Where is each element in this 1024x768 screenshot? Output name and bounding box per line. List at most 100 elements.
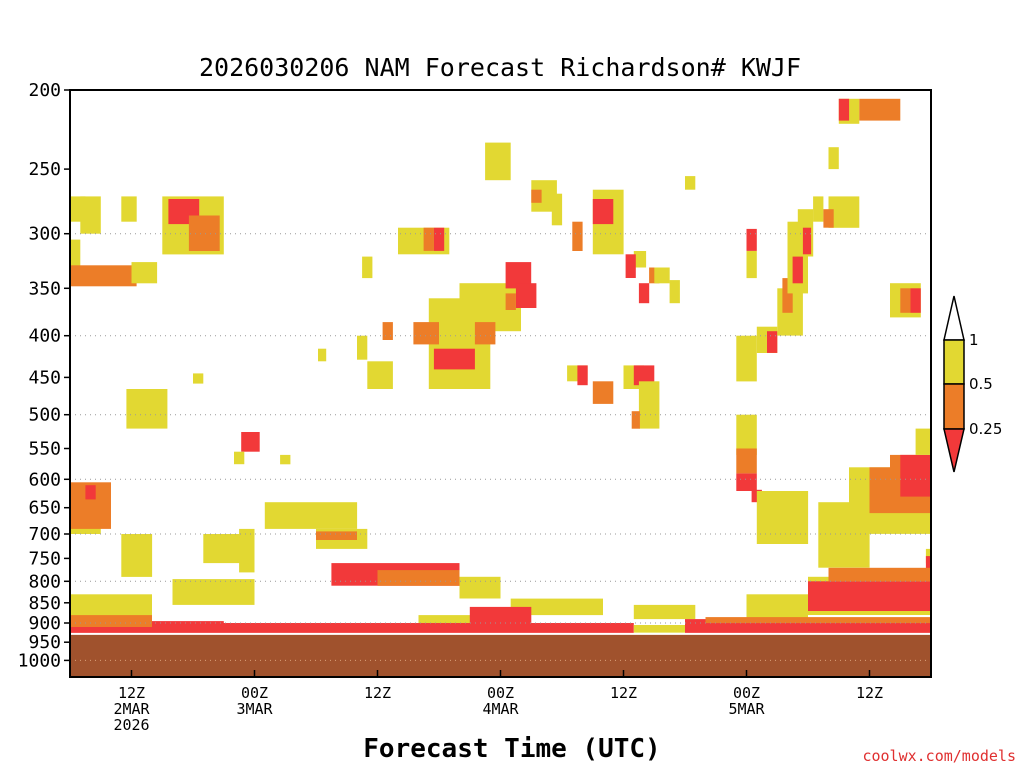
ri-region-high-48 xyxy=(633,251,647,268)
ri-region-mid-34 xyxy=(413,322,439,345)
ri-region-mid-105 xyxy=(828,567,931,582)
x-tick-label-42-1: 4MAR xyxy=(482,700,519,718)
y-tick-label-800: 800 xyxy=(28,571,61,592)
ri-region-mid-107 xyxy=(70,615,152,627)
legend-label-0.5: 0.5 xyxy=(969,375,993,393)
legend-swatch-below-0.25 xyxy=(943,428,965,473)
ri-region-high-28 xyxy=(362,256,373,279)
y-tick-label-700: 700 xyxy=(28,524,61,545)
ri-region-mid-114 xyxy=(705,617,931,624)
ri-region-high-6 xyxy=(70,239,81,268)
ri-region-high-74 xyxy=(828,147,839,170)
ri-region-mid-61 xyxy=(631,411,640,429)
y-tick-label-500: 500 xyxy=(28,405,61,426)
ri-region-low-93 xyxy=(900,454,932,497)
ri-region-low-56 xyxy=(577,365,588,386)
ri-region-high-27 xyxy=(367,361,393,389)
ri-region-high-9 xyxy=(193,373,204,384)
ri-region-high-102 xyxy=(746,594,808,619)
ri-region-high-101 xyxy=(633,604,696,620)
ri-region-low-70 xyxy=(802,227,812,255)
ri-region-low-53 xyxy=(638,283,650,304)
y-tick-label-200: 200 xyxy=(28,80,61,101)
ri-region-mid-85 xyxy=(736,448,757,474)
ri-region-low-96 xyxy=(925,556,931,571)
x-tick-label-6-0: 12Z xyxy=(118,684,145,702)
x-tick-label-6-2: 2026 xyxy=(113,716,149,734)
ri-region-low-59 xyxy=(633,365,655,386)
y-axis-ticks: 200 250 300 350 400 450 500 550 600 650 700 7508008… xyxy=(18,80,70,671)
ri-region-mid-30 xyxy=(423,227,434,251)
x-tick-label-54-0: 12Z xyxy=(610,684,637,702)
ri-region-high-16 xyxy=(239,528,255,573)
y-tick-label-350: 350 xyxy=(28,278,61,299)
ri-region-high-2 xyxy=(121,196,137,222)
ri-region-high-62 xyxy=(736,335,757,382)
ri-region-low-49 xyxy=(625,254,636,278)
ri-region-mid-7 xyxy=(70,265,137,287)
y-tick-label-1000: 1000 xyxy=(18,650,61,671)
y-tick-label-300: 300 xyxy=(28,224,61,245)
ri-region-high-10 xyxy=(126,389,168,429)
ri-region-low-78 xyxy=(838,98,850,121)
x-tick-label-30-0: 12Z xyxy=(364,684,391,702)
ground-area xyxy=(70,633,931,677)
y-tick-label-950: 950 xyxy=(28,632,61,653)
ri-region-high-100 xyxy=(510,598,603,616)
ri-region-high-12 xyxy=(234,451,245,465)
ri-region-low-84 xyxy=(736,473,757,491)
ri-region-high-23 xyxy=(172,579,255,605)
x-tick-label-66-1: 5MAR xyxy=(728,700,765,718)
plot-data-layer xyxy=(70,98,932,677)
ri-region-mid-40 xyxy=(505,293,516,310)
ri-region-low-46 xyxy=(592,199,614,225)
ri-region-low-86 xyxy=(751,489,762,503)
y-tick-label-750: 750 xyxy=(28,548,61,569)
credit-text[interactable]: coolwx.com/models xyxy=(862,747,1016,765)
legend-swatch-0.25-0.5 xyxy=(943,383,965,430)
ri-region-mid-57 xyxy=(592,381,614,404)
legend-label-0.25: 0.25 xyxy=(969,420,1002,438)
ri-region-mid-98 xyxy=(377,570,460,586)
ri-region-high-14 xyxy=(264,502,358,529)
ri-region-low-73 xyxy=(746,228,757,251)
ri-region-mid-35 xyxy=(382,322,393,340)
chart-title: 2026030206 NAM Forecast Richardson# KWJF xyxy=(199,53,801,82)
ri-region-low-111 xyxy=(469,606,532,623)
x-axis-title: Forecast Time (UTC) xyxy=(363,734,660,764)
y-tick-label-650: 650 xyxy=(28,498,61,519)
ri-region-high-1 xyxy=(80,196,101,234)
y-tick-label-450: 450 xyxy=(28,367,61,388)
y-tick-label-900: 900 xyxy=(28,613,61,634)
ri-region-high-54 xyxy=(685,176,696,190)
y-tick-label-550: 550 xyxy=(28,439,61,460)
ri-region-mid-43 xyxy=(531,189,542,203)
ri-region-high-52 xyxy=(669,280,680,304)
ri-region-high-99 xyxy=(459,576,501,599)
ri-region-low-110 xyxy=(418,623,634,634)
ri-region-low-82 xyxy=(910,288,921,313)
x-tick-label-78-0: 12Z xyxy=(856,684,883,702)
y-tick-label-400: 400 xyxy=(28,326,61,347)
ri-region-low-11 xyxy=(241,432,260,452)
x-tick-label-42-0: 00Z xyxy=(487,684,514,702)
ri-region-high-94 xyxy=(915,428,931,455)
legend-label-1: 1 xyxy=(969,331,979,349)
y-tick-label-600: 600 xyxy=(28,469,61,490)
legend-swatch-0.5-1 xyxy=(943,339,965,385)
ri-region-low-68 xyxy=(792,256,803,284)
ri-region-mid-22 xyxy=(316,531,357,540)
ri-region-low-39 xyxy=(515,283,537,308)
x-tick-label-18-1: 3MAR xyxy=(236,700,273,718)
ri-region-high-44 xyxy=(551,193,563,226)
legend: 1 0.5 0.25 xyxy=(943,295,1002,473)
ri-region-high-71 xyxy=(813,196,824,222)
y-tick-label-850: 850 xyxy=(28,593,61,614)
ri-region-low-31 xyxy=(433,227,445,251)
ri-region-high-60 xyxy=(638,381,660,429)
ri-region-mid-79 xyxy=(859,98,901,121)
ri-region-high-26 xyxy=(357,335,368,360)
ri-region-mid-47 xyxy=(572,221,583,251)
ri-region-high-8 xyxy=(131,262,158,284)
